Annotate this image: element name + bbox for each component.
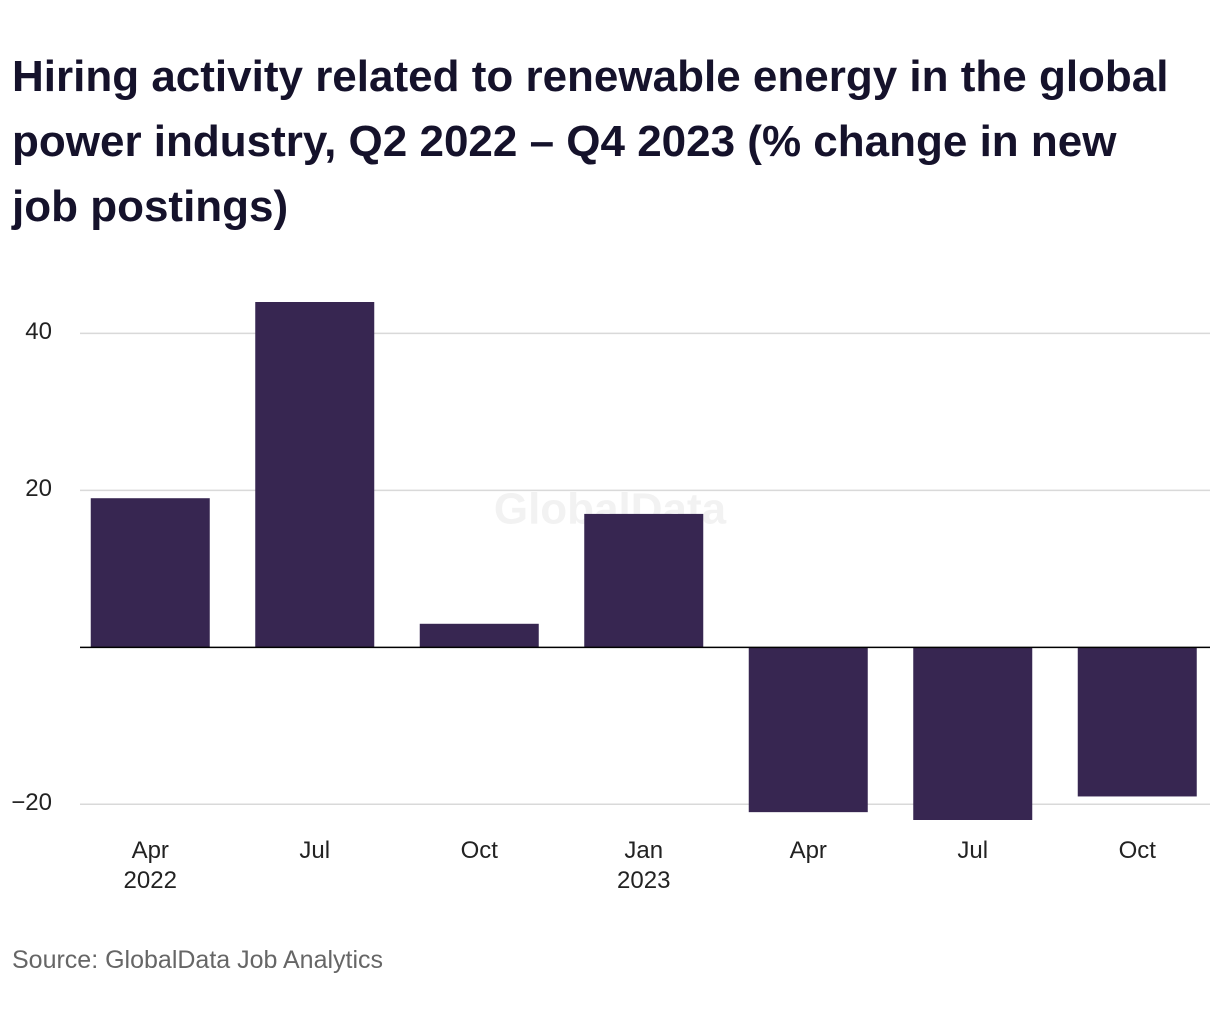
x-tick-label: Apr [789,837,827,864]
x-tick-label: Oct [460,837,498,864]
y-tick-label: −20 [11,789,52,817]
bar [1077,647,1197,797]
y-tick-label: 40 [25,318,52,346]
chart-title: Hiring activity related to renewable ene… [12,52,1169,231]
source: Source: GlobalData Job Analytics [12,946,384,974]
y-tick-label: 20 [25,475,52,503]
x-tick-label: Jan 2023 [617,837,671,894]
bar [748,647,868,813]
bar [584,513,704,648]
x-tick-label: Apr 2022 [123,837,177,894]
bar [913,647,1033,820]
bar [255,302,375,648]
bar [419,623,539,648]
x-tick-label: Jul [957,837,989,864]
x-tick-label: Jul [299,837,331,864]
x-tick-label: Oct [1118,837,1156,864]
bar [90,498,210,648]
